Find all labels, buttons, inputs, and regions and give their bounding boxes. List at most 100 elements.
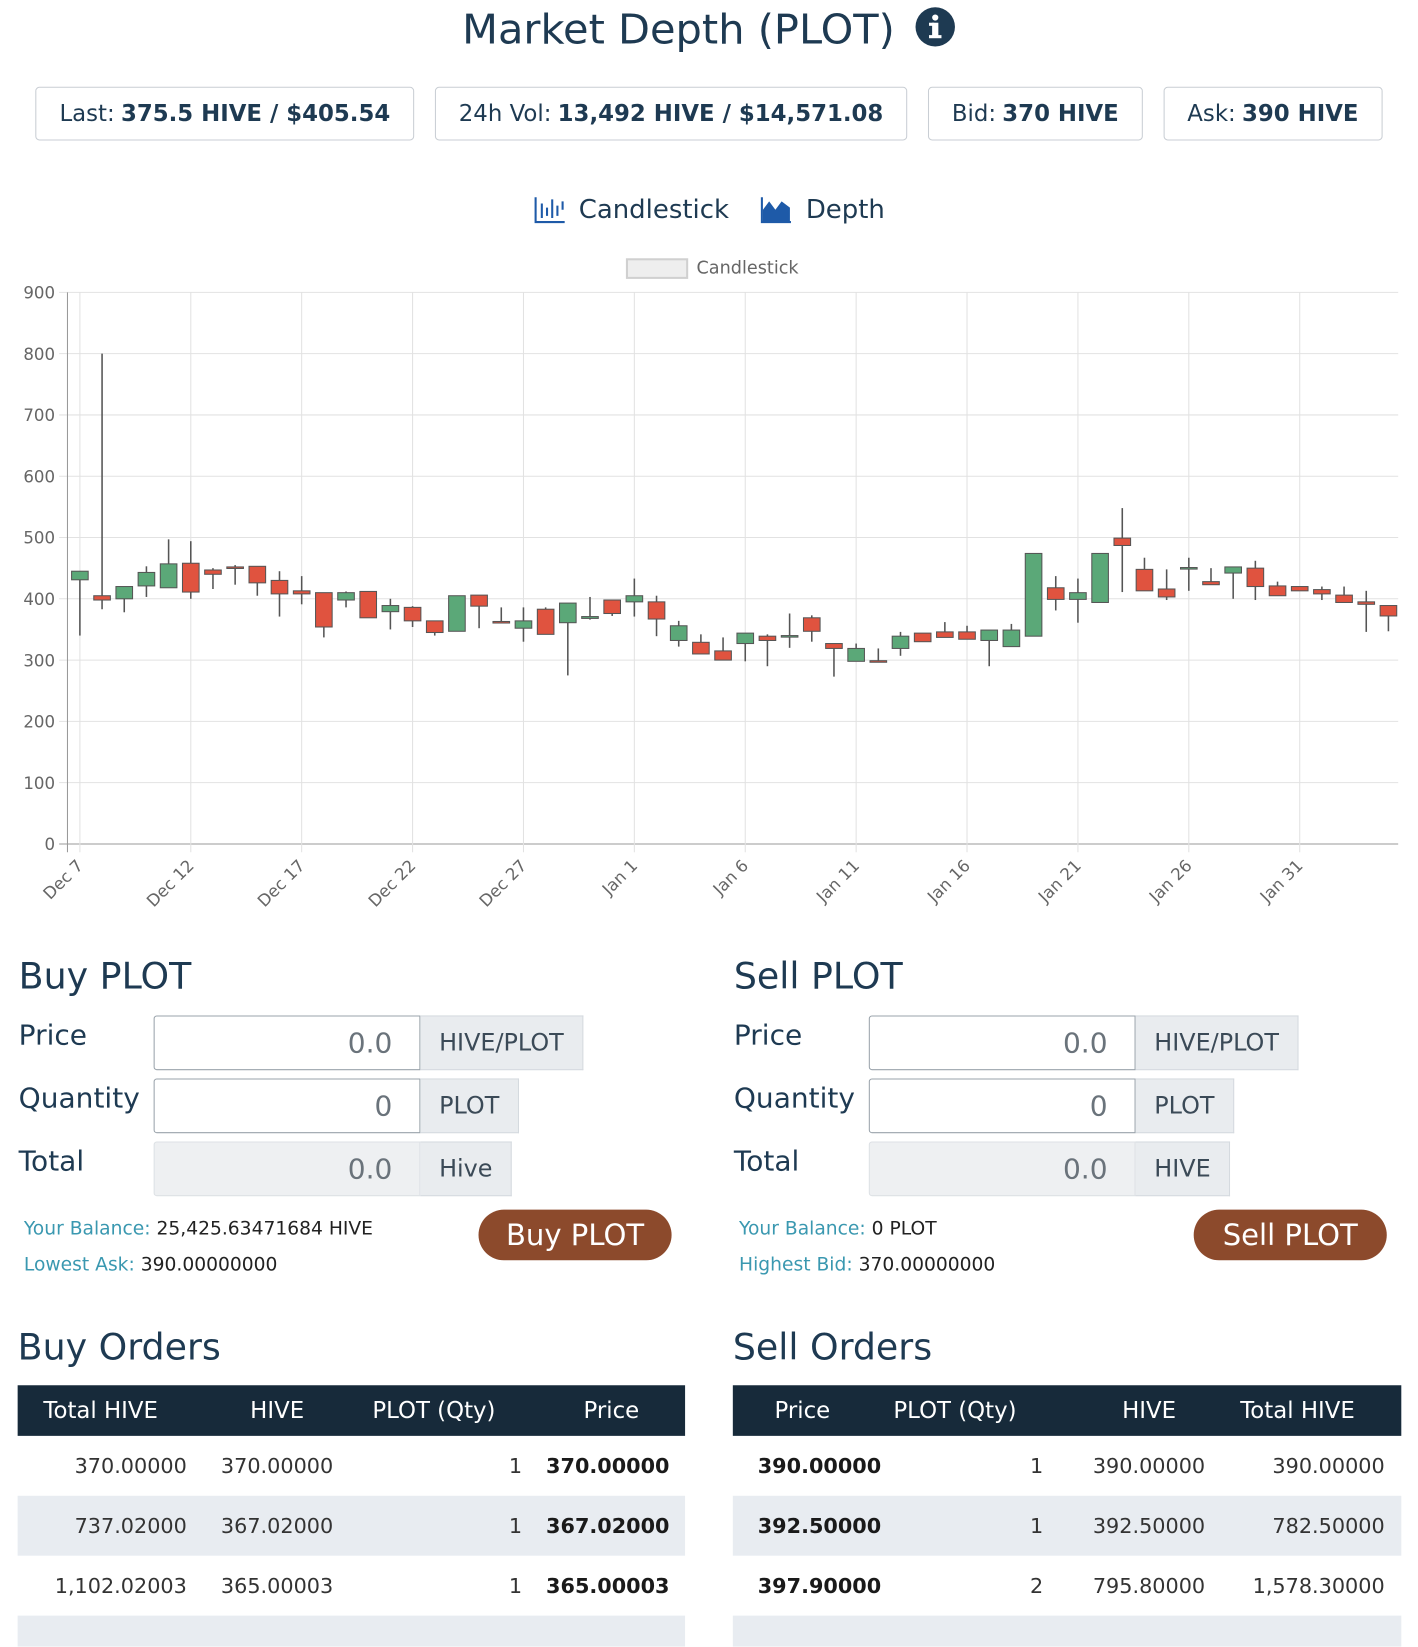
stat-label: Ask: — [1187, 100, 1236, 127]
chart-tabs: Candlestick Depth — [0, 194, 1418, 224]
tab-depth[interactable]: Depth — [760, 194, 885, 224]
input-group: 0.0 Hive — [153, 1141, 513, 1197]
candle-body — [1179, 567, 1198, 570]
table-cell: 365.00003 — [220, 1573, 334, 1599]
table-row: 1,102.02003 365.00003 1 365.00003 — [18, 1556, 685, 1616]
candle-body — [1246, 567, 1265, 588]
best-line: Highest Bid: 370.00000000 — [739, 1254, 995, 1276]
input[interactable]: 0 — [153, 1078, 421, 1134]
table-header: Total HIVE HIVE PLOT (Qty) Price — [17, 1385, 686, 1436]
candle-body — [891, 635, 910, 649]
best-label: Highest Bid: — [739, 1254, 853, 1276]
candle-body — [1202, 581, 1220, 586]
y-tick-label: 600 — [23, 467, 55, 486]
candle-body — [958, 631, 976, 640]
table-cell: 737.02000 — [74, 1513, 187, 1539]
candle-body — [204, 569, 222, 575]
candle-body — [137, 571, 156, 587]
candle-body — [669, 625, 688, 641]
x-tick-label: Jan 31 — [1256, 856, 1307, 907]
x-tick-label: Jan 11 — [812, 856, 863, 907]
candle-body — [359, 590, 378, 619]
table-row — [732, 1615, 1402, 1647]
table-row: 392.50000 1 392.50000 782.50000 — [732, 1495, 1402, 1556]
candle-body — [1357, 601, 1376, 605]
candle-body — [181, 562, 200, 593]
x-tick-label: Dec 17 — [254, 856, 309, 911]
candle-body — [603, 599, 621, 615]
stat-value: 375.5 HIVE / $405.54 — [120, 100, 391, 127]
candle-body — [581, 616, 599, 619]
stat-box: Bid: 370 HIVE — [927, 86, 1143, 141]
submit-button[interactable]: Sell PLOT — [1193, 1209, 1387, 1261]
column-header: PLOT (Qty) — [372, 1397, 496, 1424]
candle-body — [558, 602, 577, 624]
input: 0.0 — [153, 1141, 421, 1197]
candle-body — [159, 563, 178, 589]
tab-candlestick[interactable]: Candlestick — [533, 194, 729, 224]
table-title: Sell Orders — [732, 1327, 933, 1369]
stat-label: Bid: — [951, 100, 997, 127]
field-label: Total — [733, 1145, 800, 1178]
candle-body — [736, 632, 755, 645]
candle-body — [1268, 585, 1287, 597]
candle-body — [625, 595, 644, 603]
candle-body — [470, 594, 488, 607]
balance-label: Your Balance: — [739, 1217, 866, 1240]
candle-body — [1046, 587, 1065, 600]
field-label: Price — [733, 1019, 803, 1052]
input: 0.0 — [868, 1141, 1136, 1197]
field-label: Total — [18, 1145, 85, 1178]
candle-body — [315, 592, 333, 628]
input-unit: HIVE — [1135, 1141, 1231, 1197]
candle-body — [337, 592, 355, 601]
table-cell: 390.00000 — [757, 1453, 882, 1479]
x-tick-label: Dec 12 — [143, 856, 198, 911]
column-header: PLOT (Qty) — [893, 1397, 1017, 1424]
candle-body — [1335, 594, 1353, 603]
x-tick-label: Dec 7 — [40, 856, 87, 903]
stats-bar: Last: 375.5 HIVE / $405.54 24h Vol: 13,492 … — [0, 86, 1418, 141]
input-group: 0.0 HIVE/PLOT — [868, 1015, 1299, 1071]
candle-body — [1290, 586, 1309, 592]
input[interactable]: 0.0 — [868, 1015, 1136, 1071]
table-cell: 390.00000 — [1272, 1453, 1385, 1479]
column-header: Price — [583, 1397, 640, 1424]
input[interactable]: 0 — [868, 1078, 1136, 1134]
balance-label: Your Balance: — [23, 1217, 151, 1240]
candle-body — [692, 641, 710, 655]
table-cell: 2 — [1029, 1573, 1044, 1599]
candle-body — [514, 620, 533, 629]
candle-body — [1002, 629, 1021, 648]
candle-body — [1113, 537, 1132, 546]
stat-value: 13,492 HIVE / $14,571.08 — [557, 100, 884, 127]
input-group: 0.0 HIVE — [868, 1141, 1231, 1197]
info-icon[interactable] — [914, 6, 956, 47]
candle-body — [825, 643, 843, 649]
table-cell: 397.90000 — [757, 1573, 882, 1599]
x-tick-label: Jan 21 — [1034, 856, 1085, 907]
candle-body — [1091, 552, 1109, 603]
input[interactable]: 0.0 — [153, 1015, 421, 1071]
balance-value: 25,425.63471684 HIVE — [156, 1217, 373, 1240]
candle-body — [758, 635, 777, 641]
field-label: Price — [18, 1019, 88, 1052]
submit-button[interactable]: Buy PLOT — [478, 1209, 672, 1261]
candle-body — [403, 606, 422, 622]
candle-body — [647, 601, 666, 620]
table-cell: 795.80000 — [1092, 1573, 1206, 1599]
y-tick-label: 100 — [23, 774, 55, 793]
x-tick-label: Jan 16 — [923, 856, 974, 907]
stat-value: 370 HIVE — [1002, 100, 1119, 127]
table-cell: 370.00000 — [74, 1453, 187, 1479]
stat-box: Ask: 390 HIVE — [1163, 86, 1383, 141]
x-tick-label: Jan 1 — [598, 856, 641, 899]
candle-body — [270, 579, 289, 595]
input-unit: PLOT — [1135, 1078, 1235, 1134]
input-group: 0 PLOT — [868, 1078, 1235, 1134]
y-tick-label: 400 — [23, 590, 55, 609]
candle-body — [492, 620, 511, 624]
table-header: Price PLOT (Qty) HIVE Total HIVE — [732, 1385, 1402, 1436]
